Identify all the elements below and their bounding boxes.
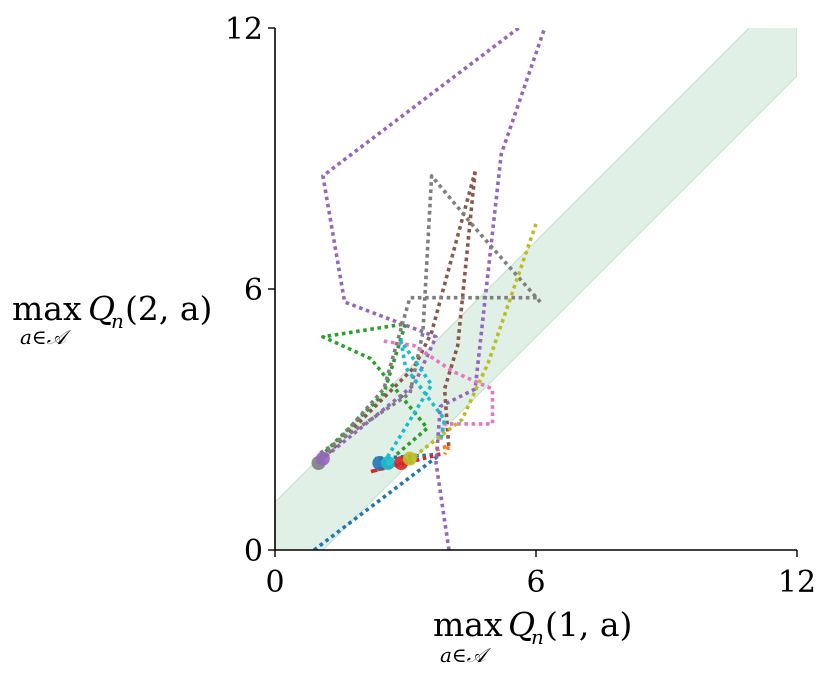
x-axis-label-expr: Q	[508, 605, 535, 644]
trajectory-line-8	[442, 171, 477, 451]
y-axis-label: max a∈𝒜 Q n (2, a)	[12, 289, 212, 349]
x-tick-label: 0	[265, 565, 284, 600]
x-axis-label-subscript: a∈𝒜	[440, 643, 492, 667]
x-axis-label-sub: n	[531, 625, 544, 649]
y-tick-label: 0	[244, 534, 263, 569]
trajectory-series-group	[313, 28, 547, 550]
endpoint-marker-2	[315, 451, 330, 466]
x-tick-label: 6	[526, 565, 545, 600]
trajectory-line-3	[317, 322, 430, 460]
y-axis-label-operator: max	[12, 289, 82, 328]
trajectory-line-9	[317, 295, 541, 465]
y-axis-label-sub: n	[111, 309, 124, 333]
x-axis-label: max a∈𝒜 Q n (1, a)	[433, 605, 632, 667]
x-axis-label-args: (1, a)	[545, 605, 632, 644]
y-tick-label: 12	[225, 12, 263, 47]
endpoint-marker-6	[402, 451, 417, 466]
trajectory-line-10	[317, 174, 542, 456]
trajectory-line-13	[404, 223, 538, 465]
x-axis-label-operator: max	[433, 605, 503, 644]
axis-ticks-group: 0 6 12 0 6 12	[225, 12, 816, 600]
endpoint-marker-4	[381, 456, 396, 470]
y-tick-label: 6	[244, 273, 263, 308]
trajectory-line-5	[434, 28, 547, 550]
x-tick-label: 12	[778, 565, 816, 600]
trajectory-line-6	[321, 28, 520, 460]
y-axis-label-subscript: a∈𝒜	[20, 325, 72, 349]
endpoint-markers-group	[311, 451, 417, 470]
trajectory-line-1	[313, 452, 443, 550]
y-axis-label-expr: Q	[88, 289, 115, 328]
tolerance-band	[275, 28, 797, 550]
band-area	[275, 28, 797, 550]
trajectory-line-12	[382, 339, 447, 464]
y-axis-label-args: (2, a)	[125, 289, 212, 328]
trajectory-line-7	[317, 171, 477, 465]
